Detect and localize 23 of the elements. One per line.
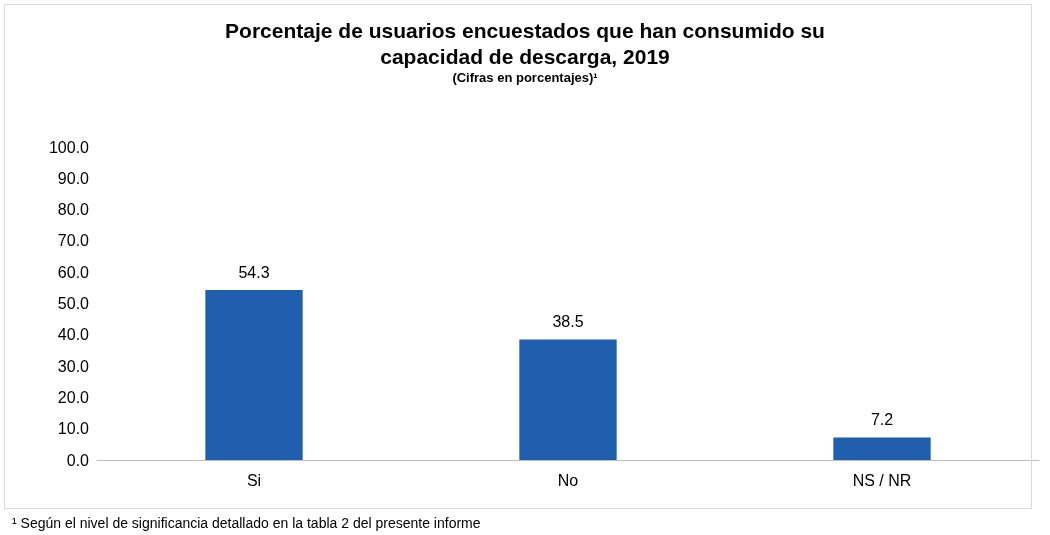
bar (833, 437, 931, 460)
y-tick-label: 50.0 (57, 295, 90, 312)
x-tick-label: No (557, 471, 579, 489)
x-tick-label: NS / NR (852, 471, 912, 489)
chart-title: Porcentaje de usuarios encuestados que han consumido su capacidad de descarga, 2019 (225, 18, 825, 68)
y-tick-label: 100.0 (48, 138, 90, 156)
y-tick-label: 70.0 (57, 232, 90, 250)
y-tick-label: 40.0 (57, 326, 90, 344)
y-tick-label: 80.0 (57, 201, 90, 219)
data-label: 38.5 (552, 312, 584, 330)
y-tick-label: 90.0 (57, 169, 90, 187)
y-tick-label: 0.0 (66, 451, 90, 469)
data-label: 54.3 (238, 263, 270, 281)
y-tick-label: 20.0 (57, 388, 90, 406)
y-tick-label: 60.0 (57, 263, 90, 281)
y-tick-label: 30.0 (57, 357, 90, 375)
bar (205, 290, 303, 460)
x-tick-label: Si (246, 471, 262, 489)
data-label: 7.2 (870, 410, 894, 428)
bar (519, 339, 617, 460)
chart-subtitle: (Cifras en porcentajes)¹ (452, 70, 598, 85)
text: ¹ Según el nivel de significancia detallado en la tabla 2 del presente informe (12, 515, 481, 531)
y-tick-label: 10.0 (57, 420, 90, 438)
